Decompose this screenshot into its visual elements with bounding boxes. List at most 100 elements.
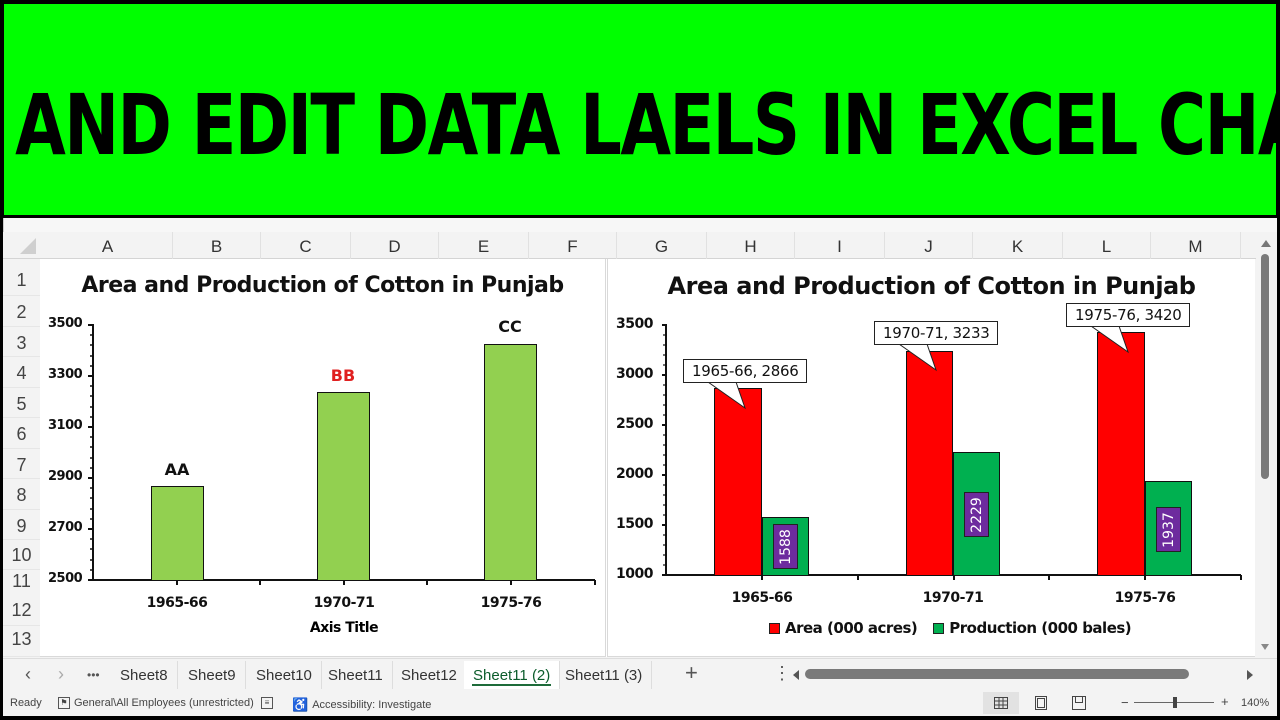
sheet-tab-sheet9[interactable]: Sheet9 [179,661,246,689]
column-header-e[interactable]: E [439,232,529,259]
production-data-label[interactable]: 1937 [1156,507,1181,552]
formula-bar-remnant [3,218,1277,232]
bar-1970-71[interactable] [317,392,370,581]
row-header-5[interactable]: 5 [3,388,40,418]
row-header-2[interactable]: 2 [3,296,40,327]
column-header-b[interactable]: B [173,232,261,259]
production-bar-1970-71[interactable] [953,452,1000,576]
y-tick-label: 3500 [616,316,653,332]
column-header-f[interactable]: F [529,232,617,259]
scroll-left-arrow-icon[interactable] [793,670,799,680]
area-bar-1975-76[interactable] [1097,332,1145,576]
area-data-callout[interactable]: 1970-71, 3233 [874,321,999,345]
normal-view-button[interactable] [983,692,1019,714]
select-all-button[interactable] [6,234,40,257]
sheet-tab-sheet12[interactable]: Sheet12 [392,661,467,689]
sheet-tab-sheet8[interactable]: Sheet8 [111,661,178,689]
column-header-j[interactable]: J [885,232,973,259]
vertical-scrollbar[interactable] [1256,232,1277,658]
prev-sheet-icon[interactable]: ‹ [25,664,31,684]
y-tick-label: 3100 [48,418,83,433]
scroll-right-arrow-icon[interactable] [1247,670,1253,680]
row-header-4[interactable]: 4 [3,357,40,388]
column-header-d[interactable]: D [351,232,439,259]
sensitivity-icon: ⚑ [58,697,70,709]
y-tick-label: 3000 [616,366,653,382]
row-header-12[interactable]: 12 [3,596,40,626]
chart-legend[interactable]: Area (000 acres) Production (000 bales) [769,619,1132,637]
zoom-out-button[interactable]: − [1121,695,1129,710]
row-header-8[interactable]: 8 [3,479,40,510]
more-sheets-icon[interactable]: ••• [87,668,100,682]
area-data-callout[interactable]: 1975-76, 3420 [1066,303,1191,327]
row-header-3[interactable]: 3 [3,327,40,357]
area-data-callout[interactable]: 1965-66, 2866 [683,359,808,383]
zoom-level[interactable]: 140% [1241,697,1270,709]
page-break-view-button[interactable] [1061,692,1097,714]
legend-swatch-green-icon [933,622,945,634]
workbook-stats-icon: ≡ [261,697,273,709]
left-chart[interactable]: Area and Production of Cotton in Punjab [40,259,606,657]
legend-item-production[interactable]: Production (000 bales) [933,619,1132,637]
column-header-c[interactable]: C [261,232,351,259]
sensitivity-label[interactable]: ⚑ General\All Employees (unrestricted) [58,697,254,709]
row-header-13[interactable]: 13 [3,626,40,657]
zoom-slider-thumb[interactable] [1173,697,1177,708]
vertical-scroll-thumb[interactable] [1261,254,1269,479]
legend-item-area[interactable]: Area (000 acres) [769,619,918,637]
sheet-tab-bar: ‹ › ••• Sheet8 Sheet9 Sheet10 Sheet11 Sh… [3,658,1277,690]
column-header-i[interactable]: I [795,232,885,259]
scroll-up-arrow-icon[interactable] [1261,240,1271,247]
sheet-tab-sheet11[interactable]: Sheet11 [319,661,393,689]
column-header-m[interactable]: M [1151,232,1241,259]
right-chart[interactable]: Area and Production of Cotton in Punjab [607,259,1255,657]
y-tick-label: 2900 [48,469,83,484]
status-bar: Ready ⚑ General\All Employees (unrestric… [3,690,1277,716]
sheet-tab-sheet11-2[interactable]: Sheet11 (2) [464,661,561,689]
x-axis-title[interactable]: Axis Title [309,620,379,636]
column-header-h[interactable]: H [707,232,795,259]
column-header-l[interactable]: L [1063,232,1151,259]
row-header-1[interactable]: 1 [3,265,40,296]
area-bar-1970-71[interactable] [906,351,953,576]
right-chart-title[interactable]: Area and Production of Cotton in Punjab [667,272,1196,300]
sheet-tab-sheet11-3[interactable]: Sheet11 (3) [556,661,653,689]
bar-1975-76[interactable] [484,344,537,581]
horizontal-scroll-thumb[interactable] [805,669,1189,679]
bar-1965-66[interactable] [151,486,204,581]
next-sheet-icon[interactable]: › [58,664,64,684]
workbook-stats-button[interactable]: ≡ [261,697,273,709]
x-tick-label: 1975-76 [480,595,542,611]
y-tick-label: 2500 [616,416,653,432]
row-header-9[interactable]: 9 [3,510,40,540]
accessibility-icon: ♿ [292,697,309,712]
sheet-tab-sheet10[interactable]: Sheet10 [247,661,322,689]
scroll-down-arrow-icon[interactable] [1261,644,1269,650]
x-tick-label: 1970-71 [313,595,375,611]
column-header-k[interactable]: K [973,232,1063,259]
column-header-g[interactable]: G [617,232,707,259]
grid-view-icon [994,697,1008,709]
data-label-bb[interactable]: BB [330,366,356,385]
data-label-cc[interactable]: CC [498,317,522,336]
row-header-7[interactable]: 7 [3,449,40,479]
tab-split-handle[interactable]: ⋮ [773,663,791,683]
production-data-label[interactable]: 2229 [964,492,989,537]
row-header-6[interactable]: 6 [3,418,40,449]
row-header-11[interactable]: 11 [3,570,40,600]
column-header-a[interactable]: A [43,232,173,259]
area-bar-1965-66[interactable] [714,388,762,576]
y-tick-label: 2700 [48,520,83,535]
add-sheet-button[interactable]: + [685,660,698,685]
zoom-in-button[interactable]: + [1221,694,1229,709]
left-chart-title[interactable]: Area and Production of Cotton in Punjab [81,273,564,298]
accessibility-button[interactable]: ♿ Accessibility: Investigate [292,697,432,712]
x-tick-label: 1975-76 [1114,590,1176,606]
data-label-aa[interactable]: AA [164,460,190,479]
page-layout-view-button[interactable] [1023,692,1059,714]
production-data-label[interactable]: 1588 [773,524,798,569]
row-header-10[interactable]: 10 [3,540,40,570]
status-ready: Ready [10,697,42,709]
x-tick-label: 1965-66 [146,595,208,611]
